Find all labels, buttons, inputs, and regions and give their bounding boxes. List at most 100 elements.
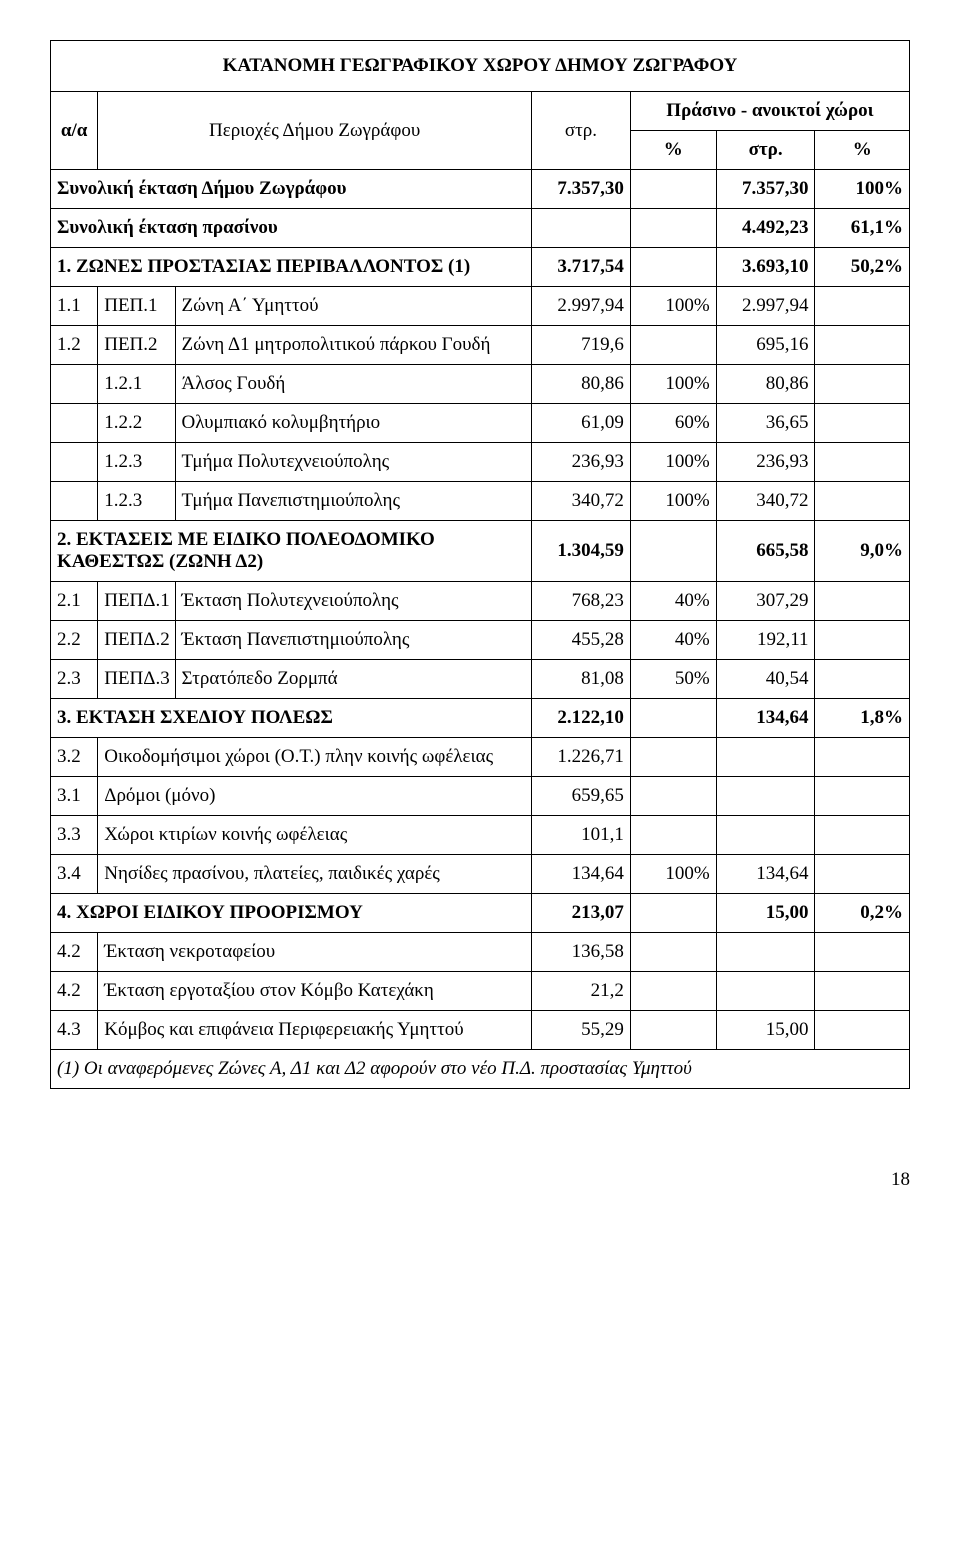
value-str2 bbox=[716, 933, 815, 972]
value-pct bbox=[630, 521, 716, 582]
hdr-regions: Περιοχές Δήμου Ζωγράφου bbox=[98, 92, 532, 170]
row-desc: Κόμβος και επιφάνεια Περιφερειακής Υμηττ… bbox=[98, 1011, 532, 1050]
value-str2: 134,64 bbox=[716, 699, 815, 738]
value-pct2 bbox=[815, 443, 910, 482]
value-pct2 bbox=[815, 816, 910, 855]
header-row-1: α/α Περιοχές Δήμου Ζωγράφου στρ. Πράσινο… bbox=[51, 92, 910, 131]
row-desc: Χώροι κτιρίων κοινής ωφέλειας bbox=[98, 816, 532, 855]
row-desc: Τμήμα Πολυτεχνειούπολης bbox=[175, 443, 532, 482]
value-str2 bbox=[716, 738, 815, 777]
table-row: 1.1ΠΕΠ.1Ζώνη Α΄ Υμηττού2.997,94100%2.997… bbox=[51, 287, 910, 326]
row-num: 4.2 bbox=[51, 972, 98, 1011]
row-num: 3.1 bbox=[51, 777, 98, 816]
value-pct: 100% bbox=[630, 287, 716, 326]
value-str2: 80,86 bbox=[716, 365, 815, 404]
row-num: 2.2 bbox=[51, 621, 98, 660]
value-str2: 192,11 bbox=[716, 621, 815, 660]
value-pct bbox=[630, 209, 716, 248]
value-str: 136,58 bbox=[532, 933, 631, 972]
table-row: Συνολική έκταση Δήμου Ζωγράφου7.357,307.… bbox=[51, 170, 910, 209]
value-pct bbox=[630, 170, 716, 209]
row-code: ΠΕΠΔ.3 bbox=[98, 660, 175, 699]
table-row: 3.1Δρόμοι (μόνο)659,65 bbox=[51, 777, 910, 816]
value-pct2 bbox=[815, 582, 910, 621]
table-row: Συνολική έκταση πρασίνου4.492,2361,1% bbox=[51, 209, 910, 248]
value-pct bbox=[630, 699, 716, 738]
value-str: 236,93 bbox=[532, 443, 631, 482]
value-str2 bbox=[716, 777, 815, 816]
section-label: 4. ΧΩΡΟΙ ΕΙΔΙΚΟΥ ΠΡΟΟΡΙΣΜΟΥ bbox=[51, 894, 532, 933]
value-pct2 bbox=[815, 482, 910, 521]
row-desc: Άλσος Γουδή bbox=[175, 365, 532, 404]
table-row: 3.4Νησίδες πρασίνου, πλατείες, παιδικές … bbox=[51, 855, 910, 894]
table-row: 3. ΕΚΤΑΣΗ ΣΧΕΔΙΟΥ ΠΟΛΕΩΣ2.122,10 134,641,… bbox=[51, 699, 910, 738]
row-code: ΠΕΠ.1 bbox=[98, 287, 175, 326]
value-str: 81,08 bbox=[532, 660, 631, 699]
value-str: 80,86 bbox=[532, 365, 631, 404]
value-pct bbox=[630, 1011, 716, 1050]
table-row: 1.2.3Τμήμα Πανεπιστημιούπολης340,72100%3… bbox=[51, 482, 910, 521]
footnote-row: (1) Οι αναφερόμενες Ζώνες Α, Δ1 και Δ2 α… bbox=[51, 1050, 910, 1089]
value-str2: 2.997,94 bbox=[716, 287, 815, 326]
table-row: 3.3Χώροι κτιρίων κοινής ωφέλειας101,1 bbox=[51, 816, 910, 855]
value-pct2 bbox=[815, 1011, 910, 1050]
row-desc: Ολυμπιακό κολυμβητήριο bbox=[175, 404, 532, 443]
table-row: 4.2Έκταση εργοταξίου στον Κόμβο Κατεχάκη… bbox=[51, 972, 910, 1011]
value-pct2 bbox=[815, 404, 910, 443]
value-str2: 134,64 bbox=[716, 855, 815, 894]
value-str: 2.122,10 bbox=[532, 699, 631, 738]
row-code: 1.2.3 bbox=[98, 482, 175, 521]
value-pct: 40% bbox=[630, 582, 716, 621]
value-str: 340,72 bbox=[532, 482, 631, 521]
value-str: 55,29 bbox=[532, 1011, 631, 1050]
table-body: Συνολική έκταση Δήμου Ζωγράφου7.357,307.… bbox=[51, 170, 910, 1050]
value-pct bbox=[630, 326, 716, 365]
value-pct: 100% bbox=[630, 443, 716, 482]
footnote-cell: (1) Οι αναφερόμενες Ζώνες Α, Δ1 και Δ2 α… bbox=[51, 1050, 910, 1089]
value-str: 101,1 bbox=[532, 816, 631, 855]
value-str: 719,6 bbox=[532, 326, 631, 365]
table-row: 1.2.1Άλσος Γουδή80,86100%80,86 bbox=[51, 365, 910, 404]
row-code: 1.2.3 bbox=[98, 443, 175, 482]
value-pct2: 50,2% bbox=[815, 248, 910, 287]
value-pct: 40% bbox=[630, 621, 716, 660]
value-pct: 60% bbox=[630, 404, 716, 443]
hdr-green: Πράσινο - ανοικτοί χώροι bbox=[630, 92, 909, 131]
value-str: 2.997,94 bbox=[532, 287, 631, 326]
row-code: 1.2.2 bbox=[98, 404, 175, 443]
table-row: 4.2Έκταση νεκροταφείου136,58 bbox=[51, 933, 910, 972]
value-pct2: 9,0% bbox=[815, 521, 910, 582]
table-row: 4. ΧΩΡΟΙ ΕΙΔΙΚΟΥ ΠΡΟΟΡΙΣΜΟΥ213,0715,000,… bbox=[51, 894, 910, 933]
value-pct2: 1,8% bbox=[815, 699, 910, 738]
section-label: Συνολική έκταση Δήμου Ζωγράφου bbox=[51, 170, 532, 209]
section-label: 3. ΕΚΤΑΣΗ ΣΧΕΔΙΟΥ ΠΟΛΕΩΣ bbox=[51, 699, 532, 738]
row-num: 3.4 bbox=[51, 855, 98, 894]
value-pct bbox=[630, 816, 716, 855]
value-pct2 bbox=[815, 660, 910, 699]
section-label: 2. ΕΚΤΑΣΕΙΣ ΜΕ ΕΙΔΙΚΟ ΠΟΛΕΟΔΟΜΙΚΟ ΚΑΘΕΣΤ… bbox=[51, 521, 532, 582]
row-empty bbox=[51, 482, 98, 521]
value-pct2 bbox=[815, 287, 910, 326]
table-row: 1. ΖΩΝΕΣ ΠΡΟΣΤΑΣΙΑΣ ΠΕΡΙΒΑΛΛΟΝΤΟΣ (1)3.7… bbox=[51, 248, 910, 287]
value-str: 455,28 bbox=[532, 621, 631, 660]
value-pct bbox=[630, 972, 716, 1011]
row-desc: Έκταση Πανεπιστημιούπολης bbox=[175, 621, 532, 660]
value-pct bbox=[630, 738, 716, 777]
value-str: 61,09 bbox=[532, 404, 631, 443]
value-str: 1.226,71 bbox=[532, 738, 631, 777]
value-str2: 15,00 bbox=[716, 894, 815, 933]
value-str: 134,64 bbox=[532, 855, 631, 894]
value-str: 3.717,54 bbox=[532, 248, 631, 287]
value-pct bbox=[630, 248, 716, 287]
row-num: 1.2 bbox=[51, 326, 98, 365]
value-str2: 695,16 bbox=[716, 326, 815, 365]
table-row: 1.2.3Τμήμα Πολυτεχνειούπολης236,93100%23… bbox=[51, 443, 910, 482]
row-empty bbox=[51, 404, 98, 443]
value-str: 7.357,30 bbox=[532, 170, 631, 209]
row-num: 3.3 bbox=[51, 816, 98, 855]
table-title: ΚΑΤΑΝΟΜΗ ΓΕΩΓΡΑΦΙΚΟΥ ΧΩΡΟΥ ΔΗΜΟΥ ΖΩΓΡΑΦΟ… bbox=[51, 41, 910, 92]
row-num: 2.3 bbox=[51, 660, 98, 699]
row-code: ΠΕΠ.2 bbox=[98, 326, 175, 365]
table-row: 3.2Οικοδομήσιμοι χώροι (Ο.Τ.) πλην κοινή… bbox=[51, 738, 910, 777]
value-pct2 bbox=[815, 621, 910, 660]
